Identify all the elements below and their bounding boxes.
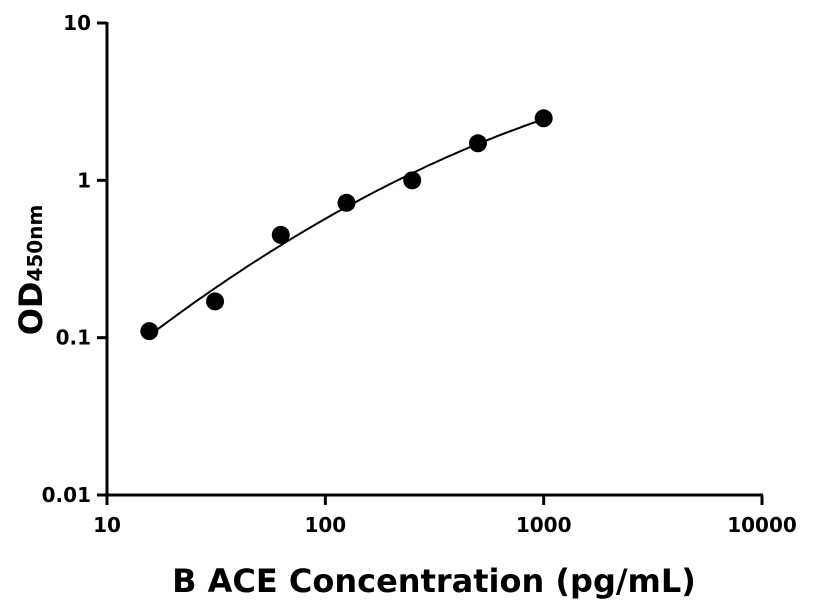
data-point	[337, 193, 356, 212]
y-axis-label-subscript: 450nm	[23, 205, 47, 282]
y-tick-label: 0.01	[42, 483, 91, 507]
y-axis-label-group: OD450nm	[12, 205, 50, 336]
data-point	[534, 109, 553, 128]
data-point	[206, 292, 225, 311]
svg-text:OD450nm: OD450nm	[12, 205, 50, 336]
tick-labels: 10 100 1000 10000 0.01 0.1 1 10	[42, 11, 797, 537]
y-axis-label: OD	[12, 282, 50, 336]
x-tick-label: 1000	[516, 513, 572, 537]
x-tick-label: 10	[93, 513, 121, 537]
data-point	[271, 225, 290, 244]
axes	[97, 21, 764, 505]
y-tick-label: 0.1	[56, 326, 91, 350]
data-point	[403, 171, 422, 190]
y-tick-label: 10	[63, 11, 91, 35]
data-points	[140, 109, 553, 341]
data-point	[468, 134, 487, 153]
x-tick-label: 100	[304, 513, 346, 537]
y-tick-label: 1	[77, 168, 91, 192]
x-tick-label: 10000	[727, 513, 797, 537]
data-point	[140, 322, 159, 341]
x-axis-label: B ACE Concentration (pg/mL)	[172, 562, 696, 600]
